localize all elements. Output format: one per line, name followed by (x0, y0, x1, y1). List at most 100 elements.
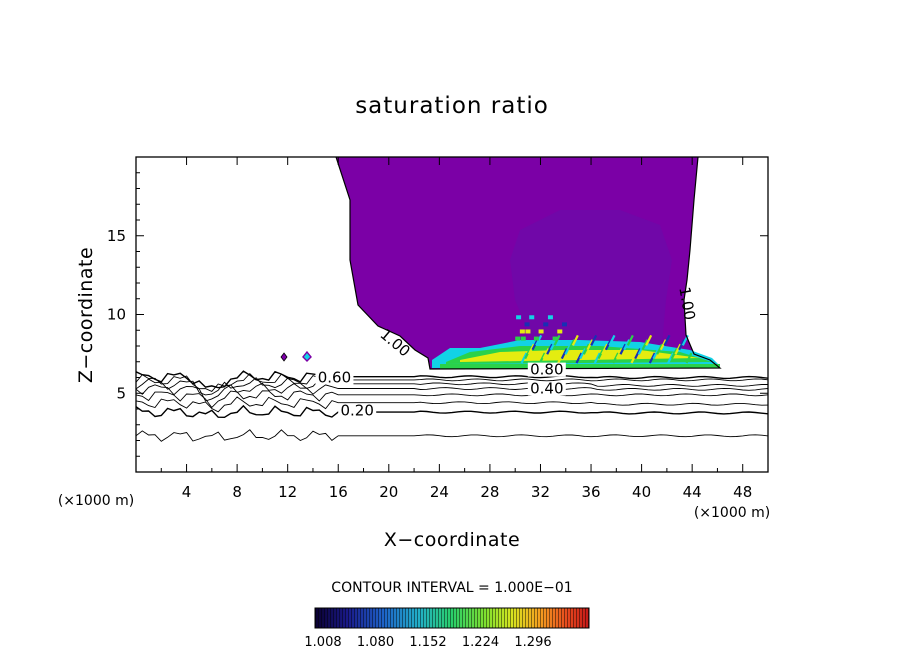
convective-cell (641, 339, 649, 351)
y-axis-label: Z−coordinate (75, 247, 97, 383)
convective-cell (630, 352, 638, 364)
convective-cell (516, 315, 522, 320)
contour-line (136, 372, 768, 392)
convective-cell (547, 315, 553, 320)
convective-cell (549, 339, 557, 351)
convective-cell (593, 352, 601, 364)
convective-cell (648, 352, 656, 364)
convective-cell (597, 348, 605, 360)
convective-cell (524, 348, 532, 360)
contour-line (136, 382, 768, 402)
x-tick-label: 12 (278, 483, 297, 501)
colorbar-tick-label: 1.224 (462, 635, 499, 650)
convective-cell (670, 348, 678, 360)
x-tick-label: 40 (632, 483, 651, 501)
contour-line (136, 370, 768, 389)
convective-cell (571, 334, 579, 346)
convective-cell (659, 339, 667, 351)
convective-cell (612, 352, 620, 364)
x-axis-label: X−coordinate (384, 529, 520, 551)
convective-cell (590, 334, 598, 346)
contour-label-bg (315, 370, 354, 385)
colorbar (314, 607, 590, 629)
convective-cell (623, 339, 631, 351)
contour-1-00-outline (335, 157, 722, 370)
colorbar-tick-label: 1.008 (304, 635, 341, 650)
y-tick-label: 10 (107, 306, 126, 324)
colorbar-tick-labels: 1.008 1.080 1.152 1.224 1.296 (304, 635, 551, 650)
isolated-cell-a (280, 352, 288, 362)
convective-cell (645, 334, 653, 346)
convective-cell (586, 339, 594, 351)
convective-cell (525, 329, 531, 334)
x-tick-label: 20 (379, 483, 398, 501)
y-tick-label: 5 (116, 384, 126, 402)
convective-cell (524, 322, 530, 327)
contour-labels: 0.200.400.60 0.801.001.00 (315, 285, 699, 420)
convective-cell (601, 343, 609, 355)
convective-cell (667, 352, 675, 364)
contour-label: 0.40 (530, 380, 563, 398)
contour-label-bg (338, 403, 377, 418)
contour-label: 0.20 (340, 402, 373, 420)
x-axis-unit: (×1000 m) (694, 505, 770, 521)
colorbar-stripes (315, 608, 589, 628)
contour-interval-text: CONTOUR INTERVAL = 1.000E−01 (331, 580, 572, 596)
convective-cell (520, 336, 526, 341)
contour-label: 0.60 (318, 369, 351, 387)
convective-cell (557, 329, 563, 334)
convective-cell (678, 339, 686, 351)
convective-cell (515, 336, 521, 341)
convective-cell (543, 322, 549, 327)
convective-cell (552, 336, 558, 341)
convective-cell (561, 322, 567, 327)
convective-cell (564, 343, 572, 355)
convective-cell (531, 339, 539, 351)
convective-cell (533, 336, 539, 341)
convective-cell (634, 348, 642, 360)
convective-cell (568, 339, 576, 351)
saturation-region-core (510, 210, 672, 352)
convective-cell (619, 343, 627, 355)
contour-label-bg (527, 362, 566, 377)
contour-line (136, 390, 768, 409)
convective-cell (542, 348, 550, 360)
colorbar-tick-label: 1.152 (409, 635, 446, 650)
contour-line (136, 429, 768, 442)
convective-cell (538, 329, 544, 334)
convective-cell (582, 343, 590, 355)
colorbar-tick-label: 1.080 (357, 635, 394, 650)
contour-line (136, 396, 768, 413)
x-tick-label: 24 (430, 483, 449, 501)
contour-label-bg (527, 381, 566, 396)
convective-cell (538, 352, 546, 364)
convective-cell (663, 334, 671, 346)
x-tick-label: 4 (182, 483, 192, 501)
convective-cell (546, 343, 554, 355)
x-tick-label: 32 (531, 483, 550, 501)
convective-cell (575, 352, 583, 364)
convective-cell (557, 352, 565, 364)
contour-label: 0.80 (530, 361, 563, 379)
contour-label: 1.00 (675, 285, 699, 321)
colorbar-frame (314, 607, 590, 629)
x-tick-label: 28 (480, 483, 499, 501)
y-ticks (136, 172, 768, 457)
convective-cell (656, 343, 664, 355)
convective-cell (652, 348, 660, 360)
colorbar-tick-label: 1.296 (514, 635, 551, 650)
chart-title: saturation ratio (355, 93, 549, 119)
convective-cell (674, 343, 682, 355)
contour-line (136, 404, 768, 419)
convective-cell (608, 334, 616, 346)
convective-cell (637, 343, 645, 355)
y-tick-label: 15 (107, 227, 126, 245)
convective-cell (604, 339, 612, 351)
convective-cells (515, 315, 693, 364)
convective-cell (626, 334, 634, 346)
x-tick-label: 8 (232, 483, 242, 501)
convective-cell (560, 348, 568, 360)
y-axis-unit: (×1000 m) (58, 493, 134, 509)
convective-cell (529, 315, 535, 320)
